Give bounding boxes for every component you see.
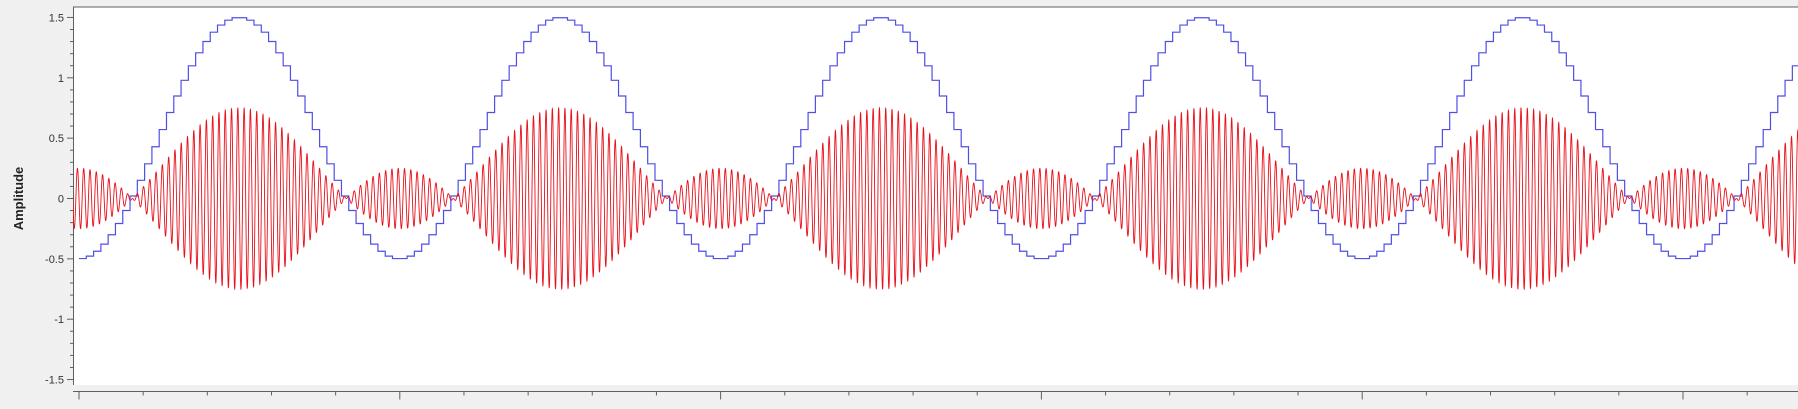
- staircase-series-line: [79, 17, 1798, 260]
- modulated-series-line: [73, 106, 1798, 291]
- y-tick-label: -1: [54, 314, 64, 326]
- y-tick-label: -0.5: [45, 254, 64, 266]
- y-axis-label: Amplitude: [11, 167, 26, 231]
- y-tick-label: 0: [58, 194, 64, 206]
- series-group: [73, 17, 1798, 291]
- y-tick-label: 1: [58, 73, 64, 85]
- plot-area: [73, 7, 1798, 385]
- y-tick-label: 0.5: [49, 133, 64, 145]
- y-tick-label: 1.5: [49, 12, 64, 24]
- y-tick-label: -1.5: [45, 375, 64, 387]
